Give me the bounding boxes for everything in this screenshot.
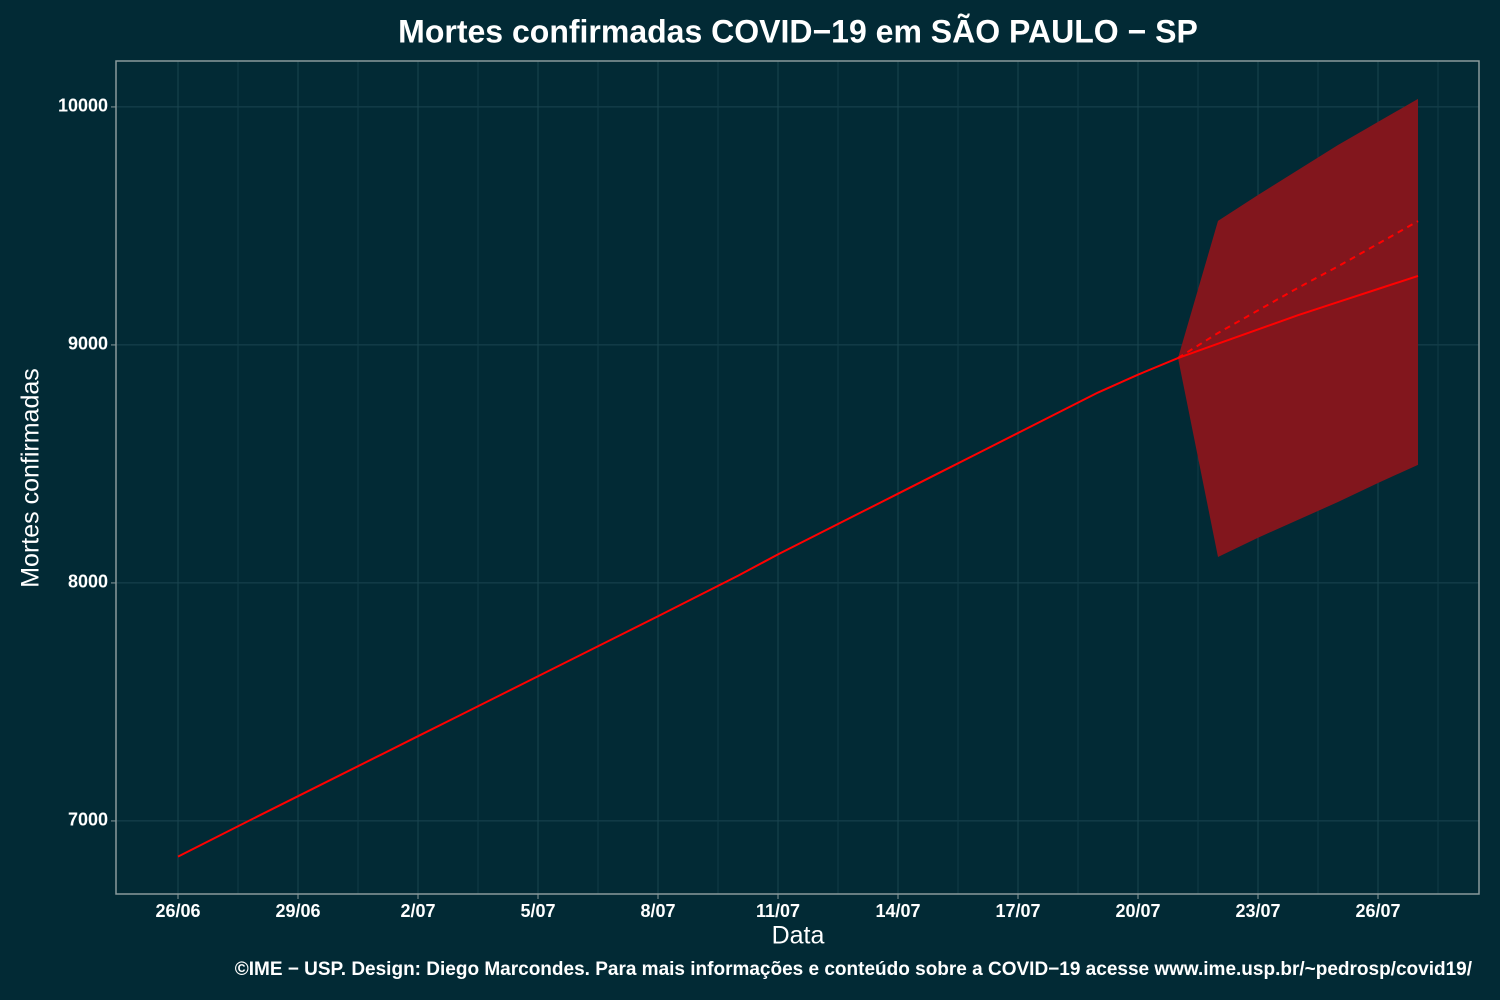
- x-tick-label: 2/07: [400, 901, 435, 921]
- x-tick-label: 8/07: [640, 901, 675, 921]
- x-tick-label: 14/07: [875, 901, 920, 921]
- y-axis-label: Mortes confirmadas: [17, 368, 45, 588]
- series-line: [1177, 220, 1419, 359]
- x-tick-label: 5/07: [520, 901, 555, 921]
- y-tick-label: 10000: [58, 96, 108, 116]
- x-tick-label: 20/07: [1115, 901, 1160, 921]
- x-tick-label: 11/07: [756, 901, 800, 921]
- x-axis-label: Data: [772, 922, 825, 950]
- series-line: [177, 274, 1419, 858]
- caption: ©IME − USP. Design: Diego Marcondes. Par…: [235, 959, 1473, 980]
- chart-title: Mortes confirmadas COVID−19 em SÃO PAULO…: [398, 13, 1198, 49]
- y-tick-label: 7000: [68, 810, 108, 830]
- confidence-band: [1178, 98, 1418, 557]
- x-tick-label: 23/07: [1235, 901, 1280, 921]
- y-tick-label: 8000: [68, 572, 108, 592]
- plot-border: [115, 60, 1480, 895]
- x-tick-label: 26/06: [155, 901, 200, 921]
- y-tick-label: 9000: [68, 334, 108, 354]
- x-tick-label: 29/06: [275, 901, 320, 921]
- x-tick-label: 26/07: [1355, 901, 1400, 921]
- x-tick-label: 17/07: [995, 901, 1040, 921]
